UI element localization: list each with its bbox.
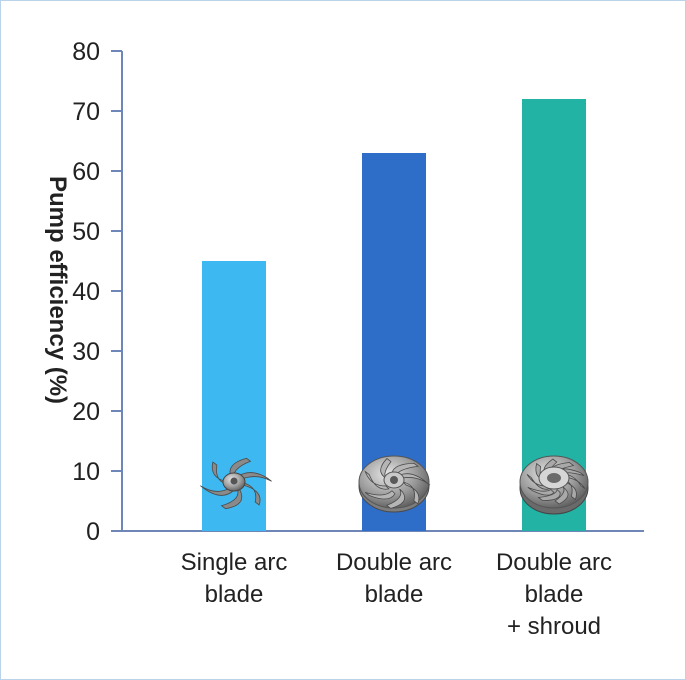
impeller-shrouded-icon bbox=[519, 455, 589, 515]
impeller-icons bbox=[200, 455, 589, 515]
y-tick-label: 0 bbox=[86, 518, 100, 546]
y-axis-title: Pump efficiency (%) bbox=[44, 176, 71, 404]
x-category-label: Double arc blade bbox=[336, 549, 452, 608]
y-tick-label: 40 bbox=[72, 278, 100, 306]
y-tick-label: 50 bbox=[72, 218, 100, 246]
y-tick-label: 70 bbox=[72, 98, 100, 126]
x-category-label: Single arc blade bbox=[181, 549, 288, 608]
y-tick-label: 80 bbox=[72, 38, 100, 66]
y-tick-label: 60 bbox=[72, 158, 100, 186]
y-axis: 0 10 20 30 40 50 60 70 80 bbox=[72, 38, 123, 546]
x-category-label: Double arc blade + shroud bbox=[496, 549, 612, 640]
y-tick-label: 10 bbox=[72, 458, 100, 486]
category-labels: Single arc blade Double arc blade Double arc… bbox=[181, 549, 612, 640]
impeller-double-arc-icon bbox=[358, 455, 431, 513]
y-tick-label: 30 bbox=[72, 338, 100, 366]
impeller-single-arc-icon bbox=[200, 457, 272, 510]
y-tick-label: 20 bbox=[72, 398, 100, 426]
